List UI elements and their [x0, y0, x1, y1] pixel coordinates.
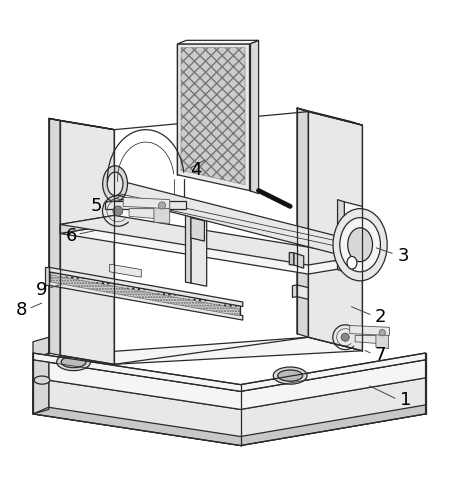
Polygon shape [110, 264, 141, 277]
Ellipse shape [348, 228, 373, 262]
Text: 9: 9 [36, 281, 48, 299]
Ellipse shape [107, 172, 123, 196]
Polygon shape [60, 215, 362, 265]
Polygon shape [45, 267, 49, 285]
Text: 3: 3 [397, 247, 409, 265]
Ellipse shape [158, 202, 166, 209]
Ellipse shape [34, 376, 50, 384]
Ellipse shape [61, 357, 86, 368]
Polygon shape [191, 216, 213, 221]
Polygon shape [114, 179, 344, 256]
Polygon shape [297, 108, 308, 337]
Polygon shape [33, 378, 425, 446]
Polygon shape [49, 267, 243, 306]
Ellipse shape [340, 218, 380, 272]
Polygon shape [60, 215, 114, 233]
Polygon shape [191, 203, 207, 286]
Polygon shape [350, 325, 390, 336]
Text: 5: 5 [90, 197, 102, 215]
Ellipse shape [273, 367, 307, 384]
Polygon shape [308, 112, 362, 351]
Polygon shape [49, 118, 114, 130]
Text: 2: 2 [375, 308, 386, 326]
Polygon shape [178, 40, 259, 44]
Polygon shape [297, 108, 362, 125]
Polygon shape [60, 224, 362, 274]
Polygon shape [191, 214, 204, 241]
Ellipse shape [103, 166, 128, 202]
Polygon shape [33, 360, 425, 409]
Polygon shape [33, 405, 425, 446]
Polygon shape [376, 329, 389, 349]
Ellipse shape [333, 209, 387, 281]
Polygon shape [338, 200, 344, 272]
Polygon shape [154, 204, 170, 223]
Polygon shape [51, 275, 240, 316]
Polygon shape [250, 40, 259, 194]
Polygon shape [292, 285, 297, 298]
Ellipse shape [347, 257, 357, 269]
Polygon shape [33, 353, 49, 414]
Ellipse shape [379, 329, 385, 336]
Text: 1: 1 [400, 391, 411, 409]
Ellipse shape [278, 370, 302, 381]
Ellipse shape [113, 206, 123, 216]
Polygon shape [344, 202, 362, 276]
Ellipse shape [57, 354, 90, 371]
Text: 6: 6 [66, 227, 77, 244]
Text: 7: 7 [375, 346, 386, 364]
Polygon shape [355, 336, 384, 344]
Polygon shape [186, 202, 191, 283]
Polygon shape [105, 201, 187, 209]
Polygon shape [50, 272, 241, 317]
Polygon shape [123, 197, 170, 209]
Polygon shape [60, 121, 114, 364]
Polygon shape [33, 353, 425, 391]
Text: 4: 4 [190, 161, 201, 179]
Polygon shape [294, 253, 304, 268]
Polygon shape [60, 337, 362, 364]
Ellipse shape [341, 333, 349, 342]
Polygon shape [297, 285, 308, 299]
Polygon shape [33, 337, 49, 414]
Polygon shape [49, 281, 243, 320]
Polygon shape [181, 48, 245, 185]
Polygon shape [289, 253, 294, 265]
Polygon shape [178, 44, 250, 191]
Polygon shape [49, 118, 60, 355]
Polygon shape [129, 209, 161, 219]
Text: 8: 8 [16, 301, 27, 319]
